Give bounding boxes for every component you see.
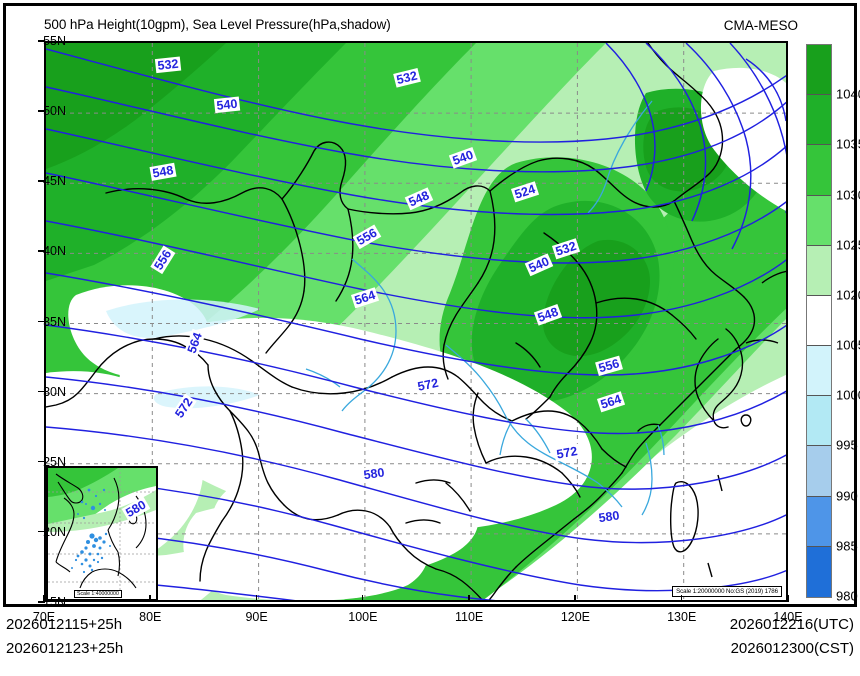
colorbar-band bbox=[807, 496, 831, 547]
colorbar-band bbox=[807, 145, 831, 196]
latitude-tick-label: 15N bbox=[43, 595, 66, 609]
colorbar-band bbox=[807, 195, 831, 246]
colorbar-tick-label: 1005 bbox=[836, 337, 860, 353]
page-title: 500 hPa Height(10gpm), Sea Level Pressur… bbox=[44, 17, 391, 32]
colorbar-tick-label: 1040 bbox=[836, 86, 860, 102]
footer-right-line2: 2026012300(CST) bbox=[730, 640, 854, 657]
figure-border bbox=[3, 3, 857, 607]
footer-right-line1: 2026012216(UTC) bbox=[729, 616, 854, 633]
colorbar-band bbox=[807, 45, 831, 96]
colorbar-band bbox=[807, 446, 831, 497]
longitude-tick bbox=[255, 595, 258, 602]
footer-left-line1: 2026012115+25h bbox=[6, 616, 123, 633]
inset-map-graphics bbox=[48, 468, 156, 599]
colorbar[interactable] bbox=[806, 44, 832, 598]
colorbar-tick-label: 1020 bbox=[836, 287, 860, 303]
model-label: CMA-MESO bbox=[723, 18, 798, 33]
longitude-tick bbox=[361, 595, 364, 602]
colorbar-tick-label: 980 bbox=[836, 588, 858, 604]
contour-label: 540 bbox=[213, 96, 240, 114]
colorbar-tick-label: 1025 bbox=[836, 237, 860, 253]
inset-scale-note: Scale 1:40000000 bbox=[74, 590, 122, 598]
longitude-tick bbox=[468, 595, 470, 602]
map-graphics bbox=[46, 43, 786, 600]
latitude-tick-label: 35N bbox=[43, 314, 66, 329]
colorbar-tick-label: 990 bbox=[836, 488, 858, 504]
longitude-tick-label: 130E bbox=[667, 610, 697, 624]
colorbar-tick-label: 985 bbox=[836, 538, 858, 554]
colorbar-tick-label: 1030 bbox=[836, 187, 860, 203]
latitude-tick-label: 45N bbox=[43, 174, 66, 189]
contour-label: 580 bbox=[361, 464, 388, 483]
colorbar-band bbox=[807, 245, 831, 296]
footer-left-line2: 2026012123+25h bbox=[6, 640, 124, 657]
longitude-tick-label: 110E bbox=[455, 610, 484, 624]
latitude-tick-label: 50N bbox=[43, 104, 66, 119]
map-scale-note: Scale 1:20000000 No:GS (2019) 1786 bbox=[672, 586, 782, 597]
longitude-tick-label: 70E bbox=[32, 610, 56, 624]
colorbar-band bbox=[807, 546, 831, 597]
latitude-tick bbox=[38, 320, 45, 322]
map-canvas: Scale 1:40000000 Scale 1:20000000 No:GS … bbox=[46, 43, 786, 600]
latitude-tick bbox=[38, 530, 45, 533]
longitude-tick-label: 100E bbox=[348, 610, 378, 624]
latitude-tick bbox=[38, 180, 45, 182]
colorbar-tick-label: 995 bbox=[836, 437, 858, 453]
latitude-tick-label: 30N bbox=[43, 384, 66, 399]
longitude-tick bbox=[149, 595, 151, 602]
colorbar-band bbox=[807, 346, 831, 397]
latitude-tick bbox=[38, 250, 45, 252]
longitude-tick-label: 80E bbox=[139, 610, 162, 624]
longitude-tick bbox=[574, 595, 576, 602]
inset-map-south-china-sea: Scale 1:40000000 bbox=[46, 466, 158, 600]
colorbar-tick-label: 1000 bbox=[836, 387, 860, 403]
latitude-tick bbox=[38, 601, 45, 603]
colorbar-band bbox=[807, 295, 831, 347]
latitude-tick bbox=[38, 460, 45, 463]
longitude-tick-label: 120E bbox=[560, 610, 591, 624]
longitude-tick bbox=[680, 595, 683, 602]
latitude-tick-label: 25N bbox=[43, 454, 66, 469]
latitude-tick bbox=[38, 40, 45, 42]
map-plot-area[interactable]: Scale 1:40000000 Scale 1:20000000 No:GS … bbox=[44, 41, 788, 602]
longitude-tick bbox=[787, 595, 789, 602]
longitude-tick-label: 90E bbox=[245, 610, 268, 624]
colorbar-tick-label: 1035 bbox=[836, 136, 860, 152]
colorbar-band bbox=[807, 396, 831, 447]
latitude-tick-label: 55N bbox=[43, 34, 66, 48]
latitude-tick bbox=[38, 110, 45, 112]
longitude-tick-label: 140E bbox=[773, 610, 803, 624]
latitude-tick-label: 40N bbox=[43, 244, 66, 259]
latitude-tick bbox=[38, 390, 45, 393]
colorbar-band bbox=[807, 95, 831, 146]
latitude-tick-label: 20N bbox=[43, 524, 66, 539]
longitude-tick bbox=[43, 595, 45, 602]
